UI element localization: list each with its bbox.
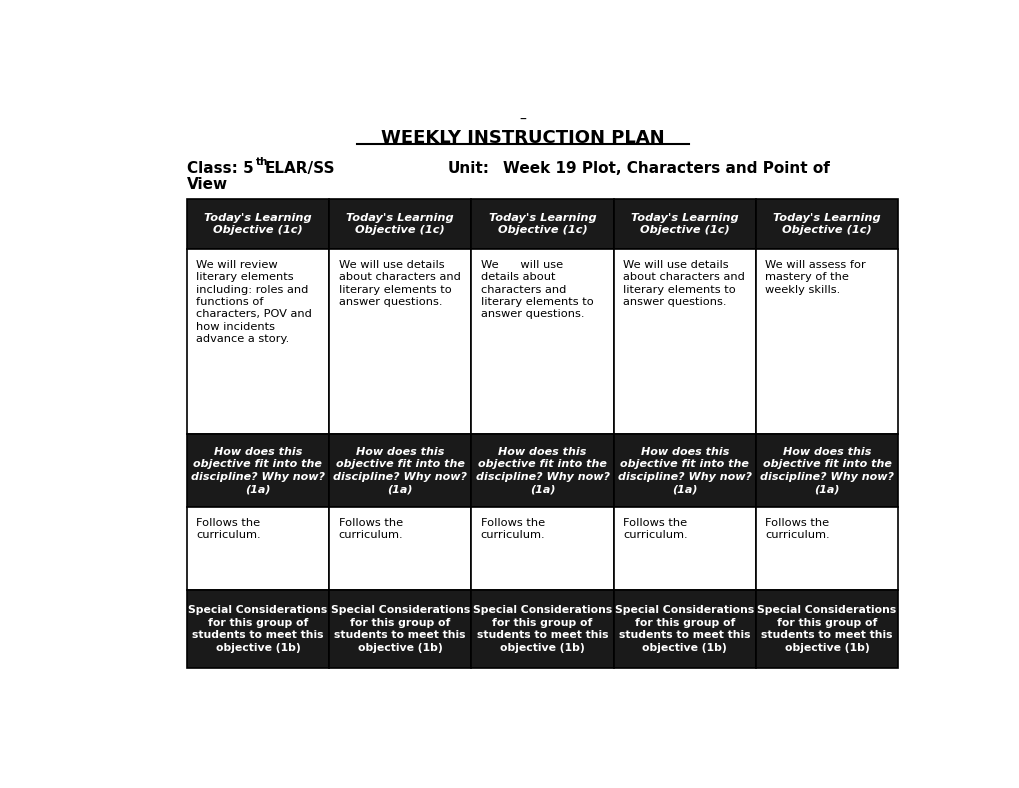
Bar (186, 199, 329, 249)
Text: WEEKLY INSTRUCTION PLAN: WEEKLY INSTRUCTION PLAN (380, 129, 664, 147)
Bar (186, 590, 329, 668)
Text: Follows the
curriculum.: Follows the curriculum. (338, 518, 403, 540)
Bar (471, 507, 613, 590)
Text: Follows the
curriculum.: Follows the curriculum. (623, 518, 687, 540)
Text: Today's Learning
Objective (1c): Today's Learning Objective (1c) (346, 213, 453, 235)
Text: View: View (186, 177, 227, 191)
Text: Today's Learning
Objective (1c): Today's Learning Objective (1c) (488, 213, 596, 235)
Text: Follows the
curriculum.: Follows the curriculum. (196, 518, 261, 540)
Bar (329, 249, 471, 434)
Text: Special Considerations
for this group of
students to meet this
objective (1b): Special Considerations for this group of… (614, 605, 754, 652)
Bar (329, 434, 471, 507)
Bar (755, 199, 898, 249)
Bar (186, 434, 329, 507)
Text: –: – (519, 113, 526, 127)
Text: Today's Learning
Objective (1c): Today's Learning Objective (1c) (772, 213, 880, 235)
Bar (329, 507, 471, 590)
Text: Follows the
curriculum.: Follows the curriculum. (480, 518, 545, 540)
Bar (613, 434, 755, 507)
Bar (471, 199, 613, 249)
Text: How does this
objective fit into the
discipline? Why now?
(1a): How does this objective fit into the dis… (759, 447, 894, 494)
Text: Today's Learning
Objective (1c): Today's Learning Objective (1c) (631, 213, 738, 235)
Text: Special Considerations
for this group of
students to meet this
objective (1b): Special Considerations for this group of… (330, 605, 470, 652)
Bar (329, 199, 471, 249)
Text: th: th (256, 157, 268, 167)
Bar (613, 507, 755, 590)
Bar (471, 434, 613, 507)
Bar (186, 249, 329, 434)
Bar (613, 199, 755, 249)
Bar (329, 590, 471, 668)
Bar (471, 249, 613, 434)
Text: How does this
objective fit into the
discipline? Why now?
(1a): How does this objective fit into the dis… (618, 447, 751, 494)
Text: How does this
objective fit into the
discipline? Why now?
(1a): How does this objective fit into the dis… (191, 447, 325, 494)
Text: Class: 5: Class: 5 (186, 161, 254, 176)
Text: We will use details
about characters and
literary elements to
answer questions.: We will use details about characters and… (338, 260, 460, 307)
Text: Unit:: Unit: (447, 161, 489, 176)
Text: Follows the
curriculum.: Follows the curriculum. (764, 518, 829, 540)
Bar (755, 434, 898, 507)
Text: We will assess for
mastery of the
weekly skills.: We will assess for mastery of the weekly… (764, 260, 865, 295)
Text: Special Considerations
for this group of
students to meet this
objective (1b): Special Considerations for this group of… (473, 605, 611, 652)
Text: Special Considerations
for this group of
students to meet this
objective (1b): Special Considerations for this group of… (757, 605, 896, 652)
Text: We will review
literary elements
including: roles and
functions of
characters, P: We will review literary elements includi… (196, 260, 312, 344)
Text: How does this
objective fit into the
discipline? Why now?
(1a): How does this objective fit into the dis… (475, 447, 609, 494)
Bar (613, 249, 755, 434)
Bar (755, 590, 898, 668)
Bar (755, 507, 898, 590)
Bar (471, 590, 613, 668)
Text: Today's Learning
Objective (1c): Today's Learning Objective (1c) (204, 213, 312, 235)
Text: ELAR/SS: ELAR/SS (265, 161, 335, 176)
Bar (186, 507, 329, 590)
Text: We      will use
details about
characters and
literary elements to
answer questi: We will use details about characters and… (480, 260, 593, 319)
Bar (613, 590, 755, 668)
Text: Special Considerations
for this group of
students to meet this
objective (1b): Special Considerations for this group of… (189, 605, 327, 652)
Text: How does this
objective fit into the
discipline? Why now?
(1a): How does this objective fit into the dis… (333, 447, 467, 494)
Bar (755, 249, 898, 434)
Text: Week 19 Plot, Characters and Point of: Week 19 Plot, Characters and Point of (502, 161, 829, 176)
Text: We will use details
about characters and
literary elements to
answer questions.: We will use details about characters and… (623, 260, 744, 307)
